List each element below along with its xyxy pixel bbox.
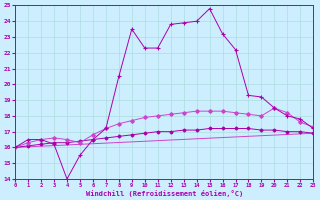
X-axis label: Windchill (Refroidissement éolien,°C): Windchill (Refroidissement éolien,°C) [85,190,243,197]
